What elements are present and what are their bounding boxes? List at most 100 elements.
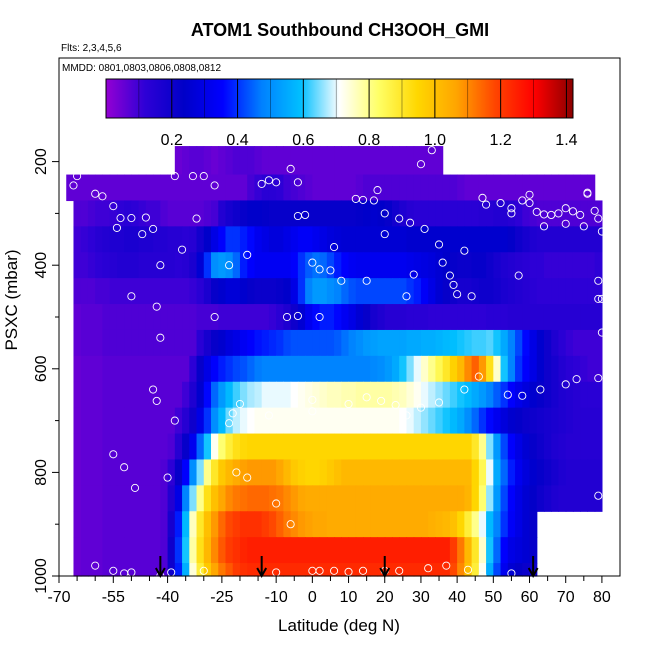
heatmap-cell: [420, 200, 429, 227]
heatmap-cell: [391, 226, 400, 253]
heatmap-cell: [522, 563, 531, 577]
heatmap-cell: [486, 459, 494, 486]
heatmap-cell: [370, 355, 379, 383]
heatmap-cell: [189, 200, 198, 227]
heatmap-cell: [80, 459, 89, 486]
observation-marker: [326, 266, 335, 275]
heatmap-cell: [261, 200, 270, 227]
heatmap-cell: [174, 200, 183, 227]
heatmap-cell: [391, 381, 400, 409]
heatmap-cell: [138, 355, 147, 383]
heatmap-cell: [536, 252, 545, 279]
heatmap-cell: [377, 329, 386, 357]
y-tick-label: 800: [33, 459, 50, 486]
heatmap-cell: [536, 485, 545, 512]
heatmap-cell: [305, 304, 313, 331]
heatmap-cell: [363, 304, 371, 331]
heatmap-cell: [102, 278, 111, 305]
heatmap-cell: [283, 304, 292, 331]
heatmap-cell: [355, 252, 364, 279]
heatmap-cell: [239, 511, 248, 538]
heatmap-cell: [145, 278, 154, 305]
heatmap-cell: [225, 174, 234, 202]
heatmap-cell: [355, 329, 364, 357]
heatmap-cell: [290, 226, 299, 253]
heatmap-cell: [370, 537, 379, 564]
heatmap-cell: [428, 200, 437, 227]
observation-marker: [228, 409, 237, 418]
heatmap-cell: [174, 563, 183, 577]
heatmap-cell: [326, 146, 335, 176]
heatmap-cell: [529, 537, 538, 564]
heatmap-cell: [471, 200, 480, 227]
heatmap-cell: [572, 355, 581, 383]
observation-marker: [199, 566, 208, 575]
heatmap-cell: [471, 226, 480, 253]
heatmap-cell: [80, 226, 89, 253]
heatmap-cell: [399, 226, 408, 253]
heatmap-cell: [109, 459, 118, 486]
heatmap-cell: [268, 174, 277, 202]
heatmap-cell: [225, 407, 234, 435]
heatmap-cell: [167, 252, 176, 279]
heatmap-cell: [261, 511, 270, 538]
x-tick-label: 70: [557, 589, 575, 606]
heatmap-cell: [116, 278, 125, 305]
heatmap-cell: [109, 485, 118, 512]
heatmap-cell: [211, 174, 219, 202]
heatmap-cell: [203, 407, 212, 435]
heatmap-cell: [102, 459, 111, 486]
heatmap-cell: [189, 329, 198, 357]
heatmap-cell: [457, 381, 465, 409]
heatmap-cell: [153, 226, 161, 253]
heatmap-cell: [334, 278, 342, 305]
heatmap-cell: [225, 511, 234, 538]
heatmap-cell: [413, 304, 422, 331]
heatmap-cell: [131, 511, 140, 538]
heatmap-cell: [594, 485, 603, 512]
heatmap-cell: [109, 511, 118, 538]
heatmap-cell: [124, 433, 132, 461]
observation-marker: [453, 290, 462, 299]
heatmap-cell: [290, 407, 299, 435]
heatmap-cell: [131, 433, 140, 461]
heatmap-cell: [102, 511, 111, 538]
heatmap-cell: [348, 174, 357, 202]
heatmap-cell: [116, 563, 125, 577]
heatmap-cell: [145, 226, 154, 253]
heatmap-cell: [326, 329, 335, 357]
heatmap-cell: [131, 407, 140, 435]
heatmap-cell: [449, 433, 458, 461]
heatmap-cell: [442, 511, 451, 538]
heatmap-cell: [73, 174, 82, 202]
heatmap-cell: [247, 174, 256, 202]
heatmap-cell: [529, 226, 538, 253]
heatmap-cell: [167, 537, 176, 564]
observation-marker: [395, 214, 404, 223]
observation-marker: [434, 398, 444, 407]
heatmap-cell: [312, 511, 321, 538]
colorbar-ticks: 0.2 0.4 0.6 0.8 1.0 1.2 1.4: [138, 79, 578, 149]
heatmap-cell: [232, 485, 241, 512]
heatmap-cell: [312, 278, 321, 305]
heatmap-cell: [413, 146, 422, 176]
heatmap-cell: [95, 511, 104, 538]
observation-marker: [416, 403, 425, 412]
heatmap-cell: [87, 511, 96, 538]
heatmap-cell: [268, 252, 277, 279]
heatmap-cell: [377, 433, 386, 461]
y-tick-label: 400: [33, 252, 50, 279]
heatmap-cell: [225, 355, 234, 383]
x-tick-label: 50: [484, 589, 502, 606]
x-tick-label: 0: [308, 589, 317, 606]
heatmap-cell: [420, 537, 429, 564]
heatmap-cell: [464, 355, 473, 383]
heatmap-cell: [145, 563, 154, 577]
heatmap-cell: [73, 278, 82, 305]
heatmap-cell: [80, 355, 89, 383]
heatmap-cell: [225, 304, 234, 331]
heatmap-cell: [160, 459, 169, 486]
heatmap-cell: [384, 278, 393, 305]
heatmap-cell: [442, 252, 451, 279]
heatmap-cell: [507, 304, 516, 331]
